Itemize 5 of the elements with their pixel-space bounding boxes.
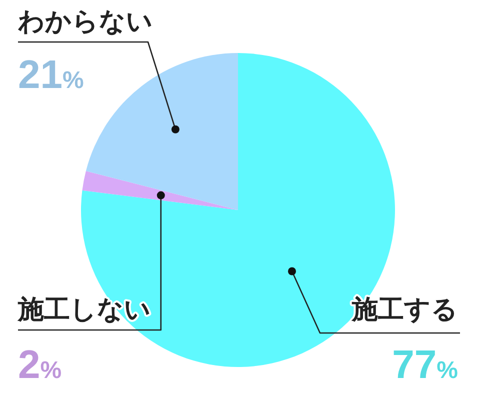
data-label: 2%: [18, 343, 62, 387]
slice-label: わからない: [17, 7, 153, 37]
slice-label: 施工しない: [17, 295, 151, 325]
data-label: 21%: [18, 53, 84, 97]
data-label: 77%: [392, 343, 458, 387]
